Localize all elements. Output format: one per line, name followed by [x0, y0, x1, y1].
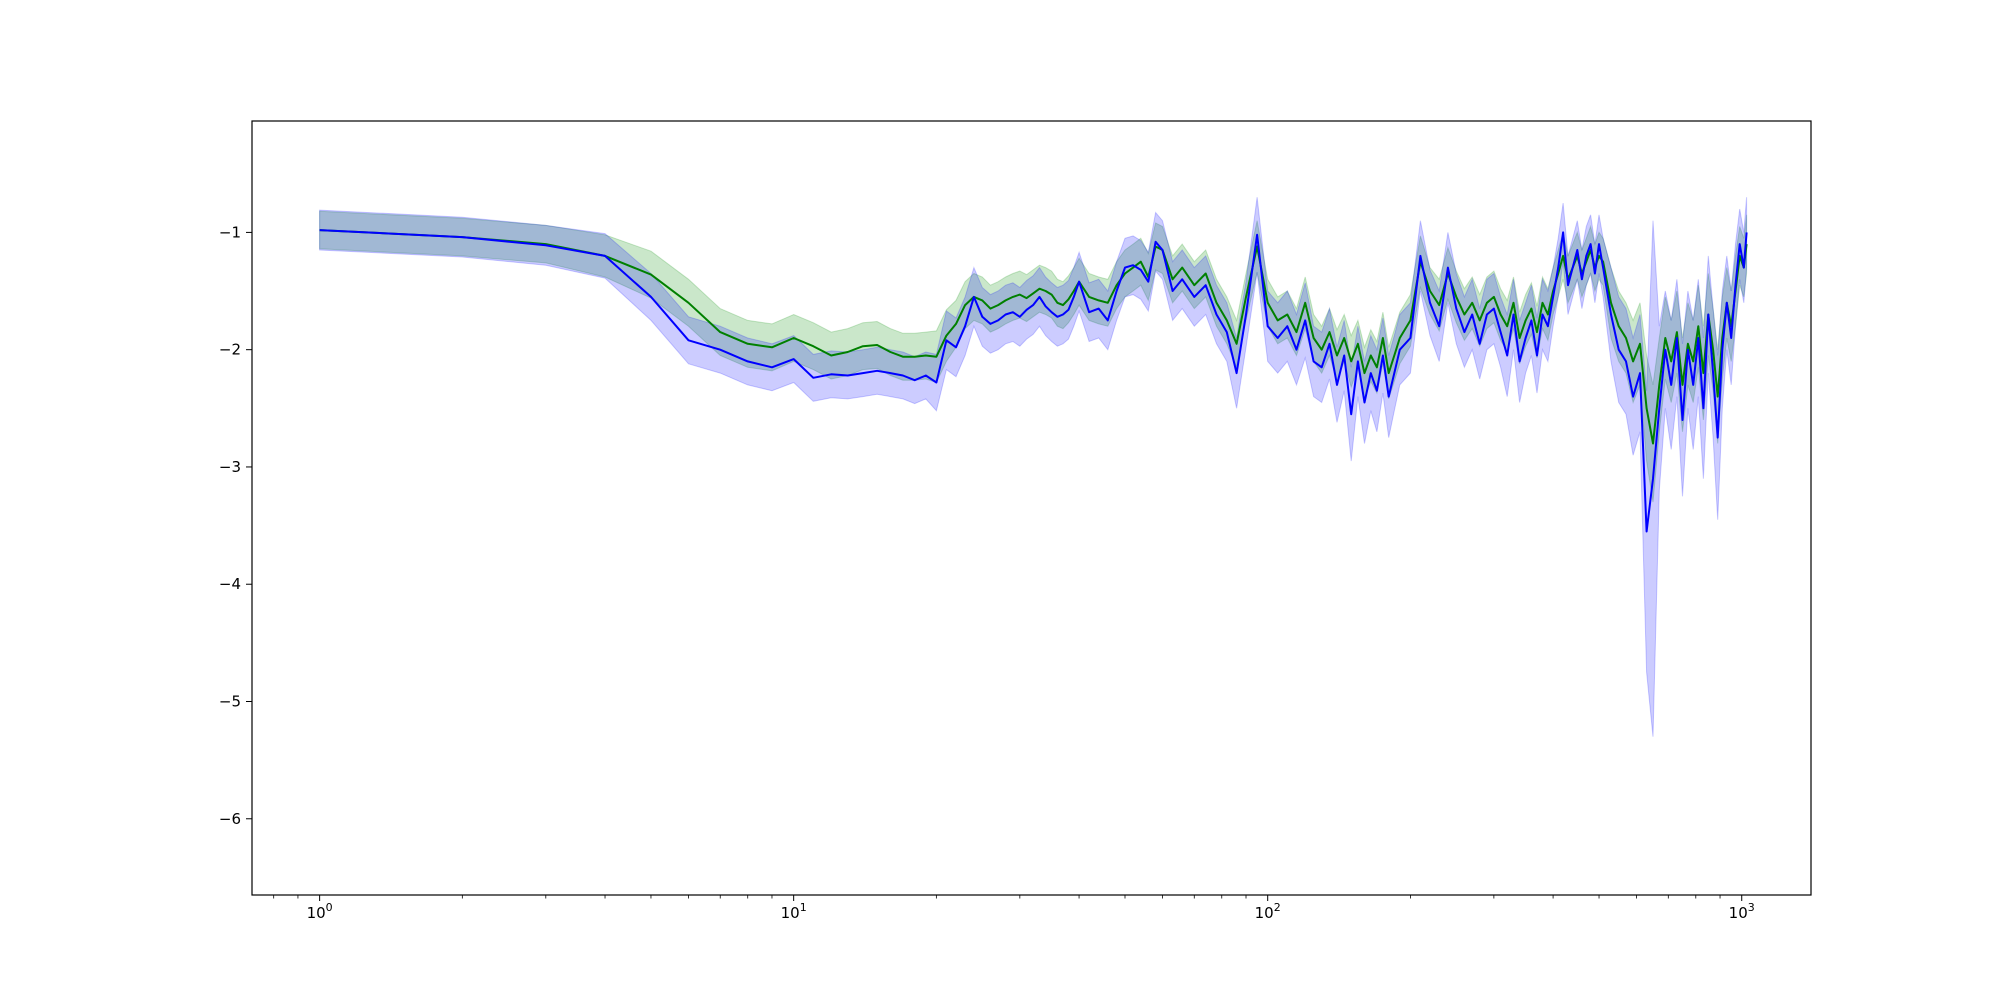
x-tick-label: 102 — [1255, 901, 1281, 922]
y-tick-label: −6 — [219, 810, 241, 828]
x-axis: 100 101 102 103 — [273, 895, 1755, 922]
y-tick-label: −1 — [219, 223, 241, 241]
y-tick-label: −5 — [219, 693, 241, 711]
series-1-line — [319, 229, 1748, 445]
y-tick-label: −2 — [219, 341, 241, 359]
x-tick-label-base: 10 — [1729, 904, 1748, 922]
x-tick-label-base: 10 — [307, 904, 326, 922]
x-tick-label-exponent: 1 — [800, 901, 807, 914]
series-2-line — [319, 229, 1748, 533]
x-tick-label-exponent: 0 — [326, 901, 333, 914]
series-2-band — [319, 197, 1748, 737]
x-tick-label-base: 10 — [1255, 904, 1274, 922]
y-tick-label: −4 — [219, 575, 241, 593]
x-tick-label-exponent: 2 — [1274, 901, 1281, 914]
plot-frame — [251, 120, 1812, 896]
y-tick-label: −3 — [219, 458, 241, 476]
series-lines — [319, 229, 1748, 533]
series-1-band — [319, 210, 1748, 503]
y-axis: −1 −2 −3 −4 −5 −6 — [219, 223, 252, 828]
x-tick-label-base: 10 — [781, 904, 800, 922]
x-tick-label: 100 — [307, 901, 333, 922]
x-tick-label: 103 — [1729, 901, 1755, 922]
confidence-bands — [319, 197, 1748, 737]
x-tick-label-exponent: 3 — [1748, 901, 1755, 914]
x-tick-label: 101 — [781, 901, 807, 922]
